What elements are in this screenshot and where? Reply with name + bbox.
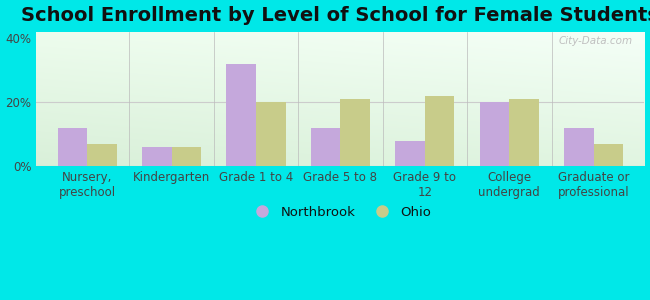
- Bar: [395, 140, 425, 166]
- Bar: [58, 128, 87, 166]
- Bar: [142, 147, 172, 166]
- Bar: [594, 144, 623, 166]
- Bar: [480, 102, 510, 166]
- Bar: [256, 102, 285, 166]
- Legend: Northbrook, Ohio: Northbrook, Ohio: [244, 201, 437, 224]
- Bar: [172, 147, 201, 166]
- Bar: [341, 99, 370, 166]
- Bar: [425, 96, 454, 166]
- Bar: [510, 99, 539, 166]
- Bar: [87, 144, 116, 166]
- Bar: [226, 64, 256, 166]
- Bar: [311, 128, 341, 166]
- Bar: [564, 128, 594, 166]
- Text: City-Data.com: City-Data.com: [558, 36, 632, 46]
- Title: School Enrollment by Level of School for Female Students: School Enrollment by Level of School for…: [21, 6, 650, 25]
